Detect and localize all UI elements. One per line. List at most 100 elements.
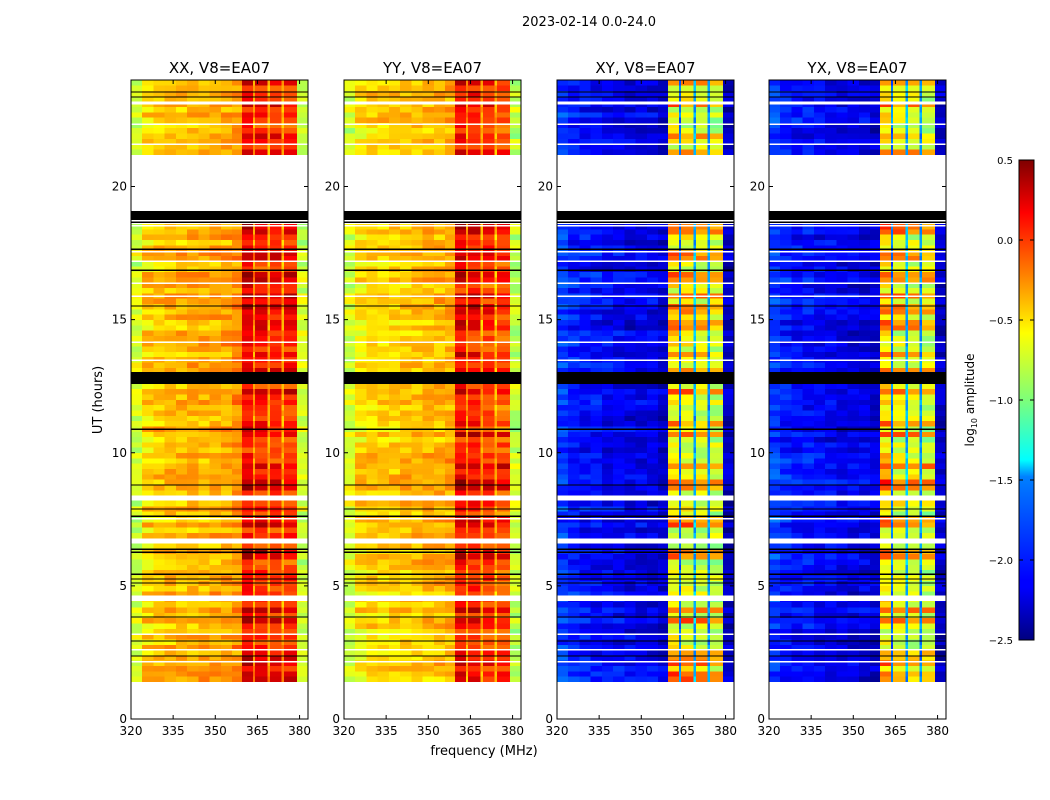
- heatmap-cell: [696, 351, 708, 358]
- heatmap-cell: [253, 420, 256, 427]
- heatmap-cell: [220, 628, 233, 635]
- heatmap-cell: [209, 340, 222, 347]
- heatmap-cell: [710, 277, 724, 283]
- heatmap-cell: [646, 250, 659, 257]
- heatmap-cell: [466, 234, 469, 241]
- heatmap-cell: [284, 245, 298, 251]
- heatmap-cell: [466, 138, 469, 145]
- heatmap-cell: [366, 527, 379, 533]
- heatmap-cell: [209, 133, 222, 139]
- heatmap-cell: [454, 80, 467, 86]
- heatmap-cell: [270, 415, 282, 422]
- heatmap-cell: [480, 90, 484, 97]
- heatmap-cell: [707, 521, 711, 528]
- heatmap-cell: [267, 319, 271, 326]
- heatmap-cell: [142, 511, 154, 517]
- masked-band: [344, 210, 521, 220]
- heatmap-cell: [220, 633, 233, 640]
- heatmap-cell: [142, 500, 154, 507]
- heatmap-cell: [509, 261, 522, 267]
- heatmap-cell: [142, 474, 154, 480]
- heatmap-cell: [722, 607, 735, 613]
- heatmap-cell: [646, 468, 659, 475]
- heatmap-cell: [480, 404, 484, 411]
- heatmap-cell: [411, 665, 423, 672]
- heatmap-cell: [209, 559, 222, 565]
- heatmap-cell: [679, 671, 682, 677]
- heatmap-cell: [658, 442, 669, 448]
- heatmap-cell: [494, 143, 498, 150]
- heatmap-cell: [209, 106, 222, 113]
- x-tick-label: 335: [375, 724, 398, 738]
- heatmap-cell: [411, 569, 423, 576]
- heatmap-cell: [198, 282, 210, 288]
- heatmap-cell: [658, 559, 669, 565]
- heatmap-cell: [209, 330, 222, 336]
- heatmap-cell: [722, 383, 735, 390]
- heatmap-cell: [388, 277, 401, 283]
- heatmap-cell: [232, 500, 243, 507]
- heatmap-cell: [590, 612, 603, 619]
- heatmap-cell: [590, 351, 603, 358]
- heatmap-cell: [433, 527, 446, 533]
- heatmap-cell: [679, 308, 682, 315]
- heatmap-cell: [681, 319, 694, 326]
- heatmap-cell: [253, 287, 256, 294]
- heatmap-cell: [241, 633, 254, 640]
- heatmap-cell: [153, 617, 166, 624]
- heatmap-cell: [255, 234, 268, 241]
- masked-line: [344, 640, 521, 642]
- heatmap-cell: [468, 80, 481, 86]
- heatmap-cell: [388, 649, 401, 656]
- heatmap-cell: [722, 585, 735, 592]
- heatmap-cell: [153, 500, 166, 507]
- heatmap-cell: [175, 500, 188, 507]
- heatmap-cell: [696, 362, 708, 368]
- heatmap-cell: [296, 628, 309, 635]
- heatmap-cell: [613, 308, 625, 315]
- heatmap-cell: [679, 458, 682, 464]
- heatmap-cell: [198, 671, 210, 677]
- heatmap-cell: [509, 271, 522, 278]
- heatmap-cell: [483, 639, 495, 645]
- heatmap-cell: [220, 415, 233, 422]
- heatmap-cell: [722, 639, 735, 645]
- heatmap-cell: [422, 521, 435, 528]
- heatmap-cell: [707, 548, 711, 555]
- heatmap-cell: [679, 330, 682, 336]
- heatmap-cell: [433, 628, 446, 635]
- heatmap-cell: [590, 617, 603, 624]
- heatmap-cell: [494, 553, 498, 560]
- heatmap-cell: [480, 106, 484, 113]
- heatmap-cell: [400, 133, 412, 139]
- heatmap-cell: [209, 569, 222, 576]
- heatmap-cell: [267, 314, 271, 320]
- heatmap-cell: [646, 484, 659, 491]
- heatmap-cell: [232, 527, 243, 533]
- heatmap-cell: [220, 282, 233, 288]
- heatmap-cell: [164, 665, 177, 672]
- heatmap-cell: [579, 484, 592, 491]
- heatmap-cell: [722, 404, 735, 411]
- heatmap-cell: [153, 442, 166, 448]
- heatmap-cell: [696, 639, 708, 645]
- heatmap-cell: [613, 484, 625, 491]
- heatmap-cell: [494, 127, 498, 134]
- heatmap-cell: [557, 463, 569, 470]
- heatmap-cell: [557, 607, 569, 613]
- heatmap-cell: [646, 308, 659, 315]
- heatmap-cell: [579, 394, 592, 400]
- heatmap-cell: [131, 239, 143, 246]
- heatmap-cell: [433, 90, 446, 97]
- heatmap-cell: [483, 410, 495, 416]
- heatmap-cell: [400, 410, 412, 416]
- heatmap-cell: [411, 149, 423, 155]
- heatmap-cell: [175, 649, 188, 656]
- heatmap-cell: [284, 122, 298, 129]
- heatmap-cell: [710, 314, 724, 320]
- heatmap-cell: [557, 335, 569, 342]
- heatmap-cell: [454, 340, 467, 347]
- heatmap-cell: [175, 250, 188, 257]
- heatmap-cell: [433, 404, 446, 411]
- heatmap-cell: [480, 639, 484, 645]
